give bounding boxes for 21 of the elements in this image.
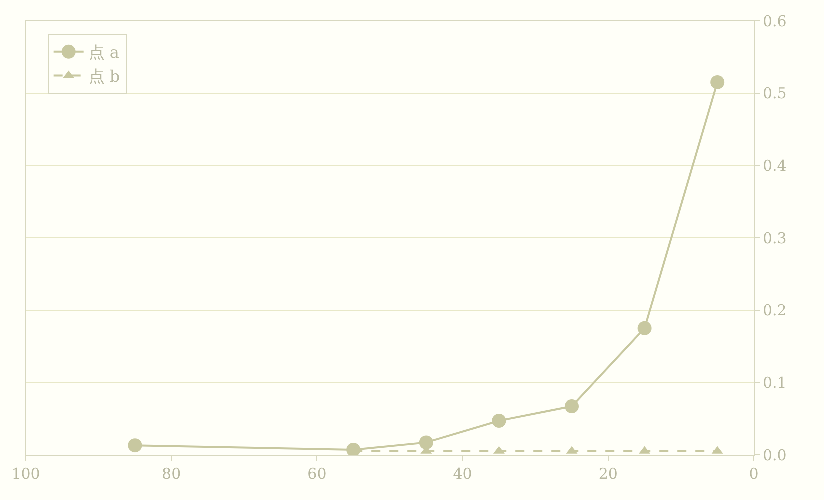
point (128, 438, 142, 453)
legend-label: 点 b (88, 66, 120, 86)
point (419, 436, 434, 450)
y-tick-label: 0.1 (763, 374, 787, 392)
x-tick-label: 0 (749, 465, 759, 483)
y-tick-label: 0.2 (763, 302, 787, 320)
point (492, 414, 506, 428)
x-tick-label: 40 (453, 465, 472, 483)
x-tick-label: 60 (308, 465, 327, 483)
y-tick-label: 0.6 (763, 12, 787, 30)
y-tick-label: 0.0 (763, 446, 787, 464)
x-tick-label: 80 (162, 465, 182, 483)
y-tick-label: 0.4 (763, 156, 787, 175)
x-tick-label: 100 (12, 465, 40, 483)
y-tick-label: 0.5 (763, 84, 787, 103)
legend-label: 点 a (88, 43, 120, 62)
point (565, 400, 579, 414)
point (638, 321, 652, 336)
point (710, 75, 725, 90)
x-tick-label: 20 (598, 465, 618, 483)
y-tick-label: 0.3 (763, 229, 787, 248)
